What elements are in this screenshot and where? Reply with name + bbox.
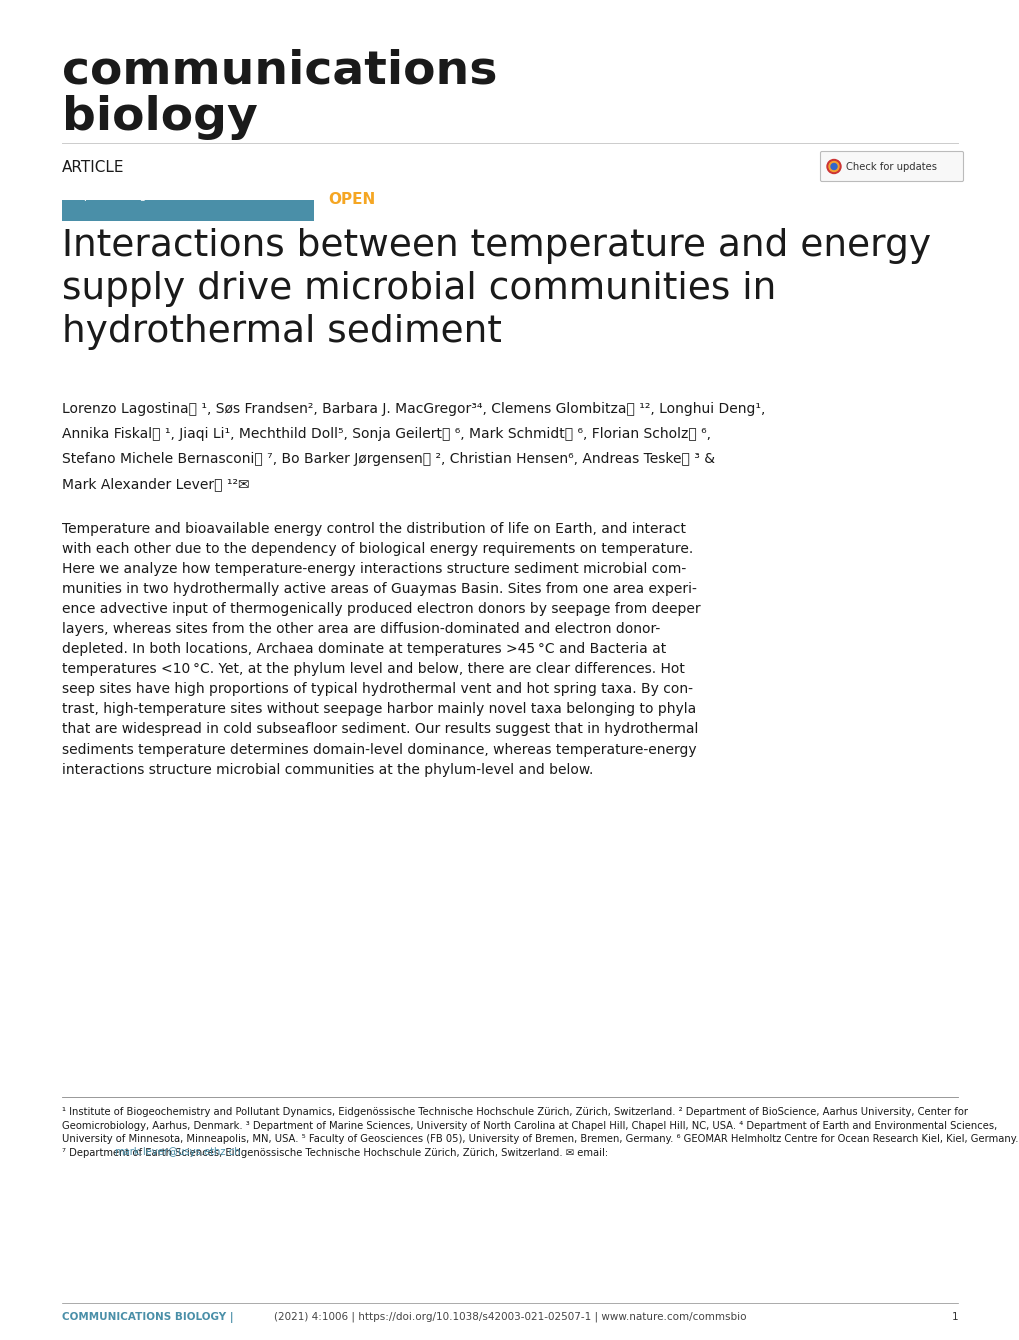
Text: ARTICLE: ARTICLE [62,159,124,176]
Circle shape [826,159,841,173]
Text: 1: 1 [951,1312,957,1323]
Text: OPEN: OPEN [328,192,375,206]
Text: Temperature and bioavailable energy control the distribution of life on Earth, a: Temperature and bioavailable energy cont… [62,523,700,777]
Text: (2021) 4:1006 | https://doi.org/10.1038/s42003-021-02507-1 | www.nature.com/comm: (2021) 4:1006 | https://doi.org/10.1038/… [273,1312,746,1323]
FancyBboxPatch shape [819,151,963,181]
Text: Check for updates: Check for updates [845,162,936,172]
Text: COMMUNICATIONS BIOLOGY |: COMMUNICATIONS BIOLOGY | [62,1312,233,1323]
Text: ¹ Institute of Biogeochemistry and Pollutant Dynamics, Eidgenössische Technische: ¹ Institute of Biogeochemistry and Pollu… [62,1107,1018,1158]
Text: Interactions between temperature and energy: Interactions between temperature and ene… [62,228,930,264]
Text: Lorenzo Lagostinaⓘ ¹, Søs Frandsen², Barbara J. MacGregor³⁴, Clemens Glombitzaⓘ : Lorenzo Lagostinaⓘ ¹, Søs Frandsen², Bar… [62,402,764,415]
Circle shape [830,163,837,169]
FancyBboxPatch shape [62,200,314,221]
Text: biology: biology [62,95,258,139]
Text: https://doi.org/10.1038/s42003-021-02507-1: https://doi.org/10.1038/s42003-021-02507… [68,192,316,201]
Text: Stefano Michele Bernasconiⓘ ⁷, Bo Barker Jørgensenⓘ ², Christian Hensen⁶, Andrea: Stefano Michele Bernasconiⓘ ⁷, Bo Barker… [62,452,714,466]
Text: Mark Alexander Leverⓘ ¹²✉: Mark Alexander Leverⓘ ¹²✉ [62,477,250,490]
Text: hydrothermal sediment: hydrothermal sediment [62,314,501,350]
Text: mark.lever@usys.ethz.ch: mark.lever@usys.ethz.ch [114,1147,240,1156]
Text: communications: communications [62,48,497,92]
Text: supply drive microbial communities in: supply drive microbial communities in [62,271,775,307]
Text: Annika Fiskalⓘ ¹, Jiaqi Li¹, Mechthild Doll⁵, Sonja Geilertⓘ ⁶, Mark Schmidtⓘ ⁶,: Annika Fiskalⓘ ¹, Jiaqi Li¹, Mechthild D… [62,427,710,441]
Circle shape [828,162,839,172]
